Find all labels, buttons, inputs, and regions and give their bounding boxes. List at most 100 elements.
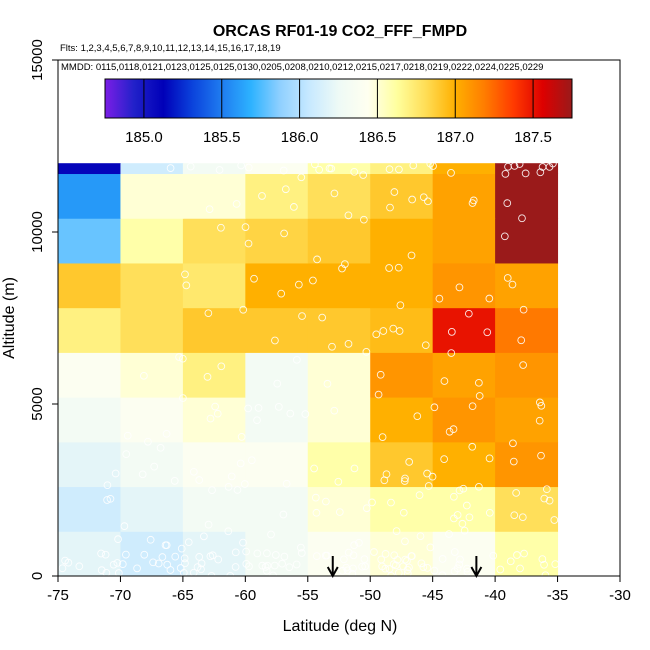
data-point — [61, 556, 69, 565]
data-point — [382, 470, 391, 479]
y-tick-label: 5000 — [29, 387, 46, 420]
data-point — [405, 458, 414, 466]
heatmap-cell — [495, 163, 559, 175]
data-point — [239, 538, 247, 547]
data-point — [424, 197, 432, 206]
data-point — [390, 551, 399, 560]
data-point — [250, 274, 258, 283]
data-point — [113, 559, 122, 567]
data-point — [58, 564, 67, 573]
data-point — [227, 472, 236, 481]
data-point — [408, 195, 416, 204]
data-point — [278, 559, 286, 568]
heatmap-cell — [245, 531, 309, 577]
colorbar-tick-label: 187.5 — [514, 129, 552, 146]
data-point — [358, 562, 366, 571]
data-point — [348, 569, 357, 578]
data-point — [114, 535, 122, 544]
colorbar-tick-label: 186.0 — [281, 129, 319, 146]
data-point — [182, 281, 191, 290]
data-point — [430, 403, 439, 412]
data-point — [359, 171, 368, 179]
data-point — [281, 185, 290, 194]
data-point — [426, 543, 435, 552]
y-tick-label: 10000 — [29, 211, 46, 253]
data-point — [330, 406, 339, 415]
colorbar-tick-label: 185.5 — [203, 129, 241, 146]
data-point — [213, 409, 222, 418]
heatmap-cell — [245, 262, 309, 309]
data-point — [413, 412, 422, 421]
heatmap-cell — [182, 262, 246, 309]
data-point — [360, 215, 368, 224]
data-point — [244, 404, 252, 413]
data-point — [429, 162, 437, 170]
data-point — [519, 361, 527, 369]
data-point — [450, 514, 458, 523]
data-point — [311, 160, 319, 169]
heatmap-cell — [432, 441, 496, 488]
data-point — [400, 477, 409, 485]
data-point — [254, 404, 263, 412]
heatmap-cell — [58, 397, 121, 443]
heatmap-cell — [307, 397, 371, 443]
colorbar-tick-label: 186.5 — [359, 129, 397, 146]
data-point — [421, 341, 430, 350]
data-point — [468, 442, 477, 451]
colorbar-body — [104, 78, 573, 119]
y-tick-label: 15000 — [29, 39, 46, 81]
heatmap-cell — [182, 218, 246, 264]
data-point — [186, 162, 195, 171]
data-point — [205, 205, 214, 214]
data-point — [322, 497, 330, 506]
heatmap-cell — [120, 262, 184, 309]
data-point — [271, 336, 279, 345]
heatmap-cell — [307, 352, 371, 398]
data-point — [181, 559, 189, 568]
data-point — [537, 401, 546, 410]
heatmap-cell — [432, 218, 496, 264]
heatmap-cell — [432, 163, 496, 175]
data-point — [111, 469, 120, 478]
data-point — [535, 398, 544, 407]
heatmap-cell — [307, 307, 371, 353]
data-point — [285, 563, 294, 572]
data-point — [244, 239, 253, 248]
y-axis-label: Altitude (m) — [1, 277, 18, 359]
data-point — [485, 294, 494, 303]
data-point — [450, 548, 459, 556]
data-point — [239, 305, 248, 314]
heatmap-cell — [182, 486, 246, 532]
data-point — [374, 390, 383, 399]
data-point — [150, 462, 159, 471]
data-point — [509, 439, 517, 448]
data-point — [176, 564, 185, 572]
heatmap-cell — [182, 397, 246, 443]
heatmap-cell — [432, 352, 496, 398]
data-point — [545, 163, 554, 171]
data-point — [536, 168, 545, 177]
data-point — [263, 549, 271, 558]
heatmap-cell — [432, 486, 496, 532]
data-point — [290, 203, 298, 211]
data-point — [535, 416, 544, 425]
data-point — [510, 162, 519, 170]
data-point — [545, 496, 554, 505]
data-point — [310, 464, 318, 473]
heatmap-cell — [495, 352, 559, 398]
heatmap-cell — [495, 218, 559, 264]
data-point — [338, 264, 346, 273]
heatmap-cell — [370, 397, 434, 443]
x-tick-label: -60 — [234, 587, 256, 604]
y-ticks: 0 5000 10000 15000 — [29, 39, 58, 580]
data-point — [277, 289, 286, 298]
data-point — [269, 571, 277, 580]
data-point — [540, 560, 548, 569]
heatmap-cell — [307, 173, 371, 219]
data-point — [237, 433, 246, 441]
data-point — [501, 170, 510, 178]
data-point — [489, 551, 498, 560]
heatmap-cell — [245, 163, 309, 175]
data-point — [394, 263, 403, 272]
data-point — [181, 270, 189, 279]
